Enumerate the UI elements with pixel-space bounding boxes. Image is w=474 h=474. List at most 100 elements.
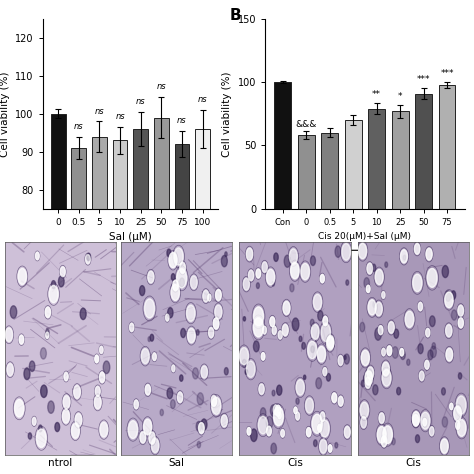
Circle shape (430, 346, 437, 357)
Circle shape (191, 276, 197, 289)
Circle shape (364, 374, 368, 383)
Text: B: B (229, 8, 241, 23)
Circle shape (323, 367, 327, 376)
Circle shape (95, 355, 99, 363)
Circle shape (338, 356, 343, 365)
Bar (392, 111, 409, 209)
Circle shape (381, 436, 387, 447)
Circle shape (361, 350, 369, 365)
Circle shape (80, 308, 86, 319)
Circle shape (392, 438, 395, 445)
Circle shape (454, 406, 461, 421)
Circle shape (335, 443, 338, 448)
Circle shape (344, 354, 349, 364)
Circle shape (451, 310, 457, 320)
Circle shape (246, 361, 255, 377)
Circle shape (221, 415, 228, 427)
Circle shape (263, 326, 266, 334)
Circle shape (296, 398, 299, 404)
Circle shape (425, 360, 429, 369)
Circle shape (48, 401, 54, 413)
Circle shape (266, 416, 273, 429)
Circle shape (367, 367, 374, 379)
Circle shape (266, 269, 275, 285)
Bar (92, 137, 107, 474)
Bar (113, 140, 128, 474)
Circle shape (338, 396, 343, 406)
Circle shape (251, 429, 257, 442)
Circle shape (272, 326, 276, 335)
Circle shape (45, 307, 51, 318)
Circle shape (272, 390, 275, 396)
Circle shape (318, 346, 326, 362)
Circle shape (311, 346, 314, 353)
Circle shape (139, 286, 145, 296)
Circle shape (197, 393, 203, 405)
Circle shape (274, 253, 278, 262)
Circle shape (442, 265, 448, 278)
Circle shape (394, 329, 399, 338)
Circle shape (64, 372, 68, 381)
Circle shape (51, 281, 55, 289)
Circle shape (295, 412, 300, 420)
Circle shape (316, 378, 321, 389)
Circle shape (401, 250, 408, 263)
Circle shape (72, 423, 79, 438)
Circle shape (24, 368, 30, 380)
Circle shape (328, 445, 332, 452)
Circle shape (209, 328, 214, 338)
Circle shape (55, 422, 60, 432)
Circle shape (46, 329, 49, 335)
X-axis label: Cis: Cis (287, 458, 303, 468)
Circle shape (400, 348, 404, 356)
Circle shape (458, 318, 464, 328)
Circle shape (372, 264, 376, 272)
Circle shape (261, 353, 265, 360)
Circle shape (278, 412, 281, 419)
Circle shape (296, 380, 304, 395)
Circle shape (423, 419, 427, 426)
Circle shape (7, 364, 13, 376)
Circle shape (103, 361, 110, 374)
Text: ns: ns (177, 116, 187, 125)
Circle shape (148, 271, 154, 283)
Circle shape (129, 323, 134, 332)
Bar (51, 114, 65, 474)
X-axis label: Sal: Sal (169, 458, 184, 468)
Text: ns: ns (115, 112, 125, 121)
Circle shape (180, 262, 185, 273)
Circle shape (365, 371, 373, 385)
Circle shape (201, 419, 207, 430)
Circle shape (445, 292, 453, 308)
Circle shape (254, 318, 264, 337)
Circle shape (283, 301, 290, 315)
Circle shape (387, 346, 392, 356)
Circle shape (180, 375, 183, 381)
Circle shape (327, 337, 334, 350)
Circle shape (432, 343, 436, 349)
Circle shape (177, 392, 183, 402)
Circle shape (457, 419, 466, 437)
Circle shape (208, 294, 211, 301)
Circle shape (266, 426, 272, 436)
Circle shape (299, 336, 302, 342)
Circle shape (321, 324, 330, 341)
Circle shape (458, 315, 461, 320)
Circle shape (421, 412, 430, 429)
Circle shape (277, 385, 282, 395)
Circle shape (382, 370, 391, 386)
Circle shape (365, 377, 371, 388)
Circle shape (449, 403, 453, 410)
Bar (298, 135, 315, 209)
Circle shape (383, 426, 392, 444)
Circle shape (270, 405, 276, 416)
Circle shape (100, 346, 103, 354)
Text: **: ** (372, 90, 381, 99)
Circle shape (151, 438, 159, 453)
Circle shape (134, 400, 138, 409)
Y-axis label: Cell viability (%): Cell viability (%) (0, 71, 9, 156)
Circle shape (310, 319, 314, 327)
Circle shape (367, 263, 373, 274)
X-axis label: Sal (μM): Sal (μM) (109, 232, 152, 242)
Circle shape (270, 317, 275, 327)
